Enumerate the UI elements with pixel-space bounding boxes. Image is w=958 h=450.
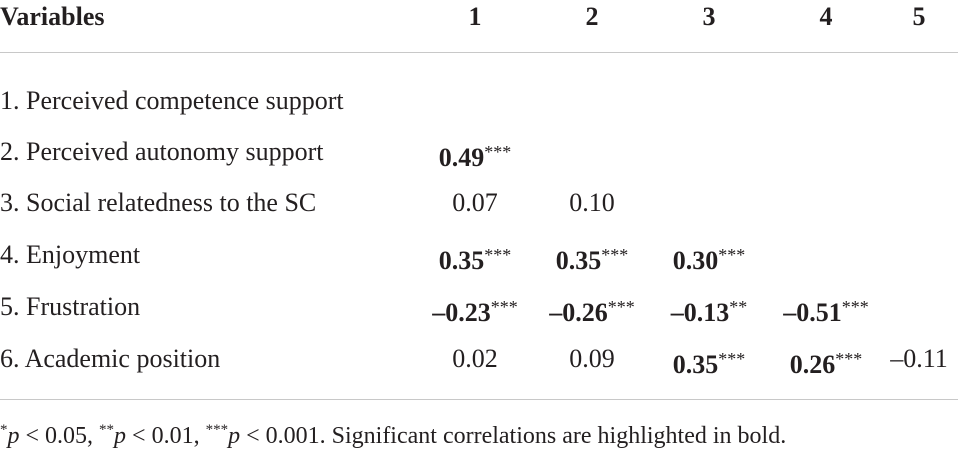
- correlation-value: –0.11: [890, 344, 948, 373]
- correlation-cell: 0.49***: [420, 137, 530, 173]
- correlation-value: –0.13: [670, 298, 730, 327]
- significance-stars: ***: [490, 297, 518, 317]
- row-label: 4. Enjoyment: [0, 240, 141, 269]
- significance-stars: ***: [484, 142, 512, 162]
- correlation-value: 0.35: [438, 246, 485, 275]
- significance-stars: ***: [718, 245, 746, 265]
- correlation-cell: 0.35***: [420, 240, 530, 276]
- header-col-3: 3: [702, 2, 716, 31]
- header-col-2: 2: [585, 2, 599, 31]
- significance-stars: ***: [601, 245, 629, 265]
- correlation-cell: 0.26***: [771, 344, 881, 380]
- significance-stars: ***: [835, 349, 863, 369]
- correlation-value: 0.30: [672, 246, 719, 275]
- correlation-cell: 0.09: [537, 344, 647, 374]
- correlation-cell: –0.13**: [654, 292, 764, 328]
- correlation-cell: 0.10: [537, 188, 647, 218]
- significance-stars: ***: [718, 349, 746, 369]
- significance-stars: ***: [484, 245, 512, 265]
- footer-divider: [0, 399, 958, 400]
- footnote-text-3: < 0.001. Significant correlations are hi…: [240, 423, 787, 449]
- correlation-value: 0.09: [569, 344, 615, 373]
- footnote-text-1: < 0.05,: [19, 423, 100, 449]
- header-col-4: 4: [819, 2, 833, 31]
- significance-stars: ***: [841, 297, 869, 317]
- correlation-value: 0.49: [438, 143, 485, 172]
- correlation-cell: –0.51***: [771, 292, 881, 328]
- footnote-p-1: p: [7, 423, 20, 449]
- correlation-value: 0.07: [452, 188, 498, 217]
- header-variables: Variables: [0, 2, 105, 31]
- correlation-value: 0.35: [555, 246, 602, 275]
- header-divider: [0, 52, 958, 53]
- correlation-cell: –0.26***: [537, 292, 647, 328]
- footnote-p-3: p: [228, 423, 241, 449]
- header-col-1: 1: [468, 2, 482, 31]
- row-label: 2. Perceived autonomy support: [0, 137, 324, 166]
- footnote-text-2: < 0.01,: [126, 423, 206, 449]
- row-label: 6. Academic position: [0, 344, 221, 373]
- correlation-value: –0.23: [432, 298, 491, 327]
- footnote-sig-3: ***: [205, 422, 229, 438]
- correlation-cell: 0.30***: [654, 240, 764, 276]
- correlation-value: –0.26: [549, 298, 608, 327]
- table-footnote: *p < 0.05, **p < 0.01, ***p < 0.001. Sig…: [0, 416, 786, 450]
- correlation-cell: –0.23***: [420, 292, 530, 328]
- row-label: 5. Frustration: [0, 292, 141, 321]
- correlation-cell: 0.35***: [537, 240, 647, 276]
- correlation-value: 0.10: [569, 188, 615, 217]
- correlation-cell: 0.07: [420, 188, 530, 218]
- footnote-p-2: p: [114, 423, 127, 449]
- correlation-value: 0.35: [672, 350, 719, 379]
- correlation-value: 0.26: [789, 350, 836, 379]
- correlation-cell: 0.35***: [654, 344, 764, 380]
- header-col-5: 5: [912, 2, 926, 31]
- footnote-sig-2: **: [99, 422, 115, 438]
- row-label: 3. Social relatedness to the SC: [0, 188, 317, 217]
- correlation-value: –0.51: [783, 298, 842, 327]
- correlation-cell: 0.02: [420, 344, 530, 374]
- significance-stars: ***: [607, 297, 635, 317]
- correlation-value: 0.02: [452, 344, 498, 373]
- row-label: 1. Perceived competence support: [0, 86, 344, 115]
- correlation-cell: –0.11: [880, 344, 958, 374]
- significance-stars: **: [729, 297, 748, 317]
- footnote-sig-1: *: [0, 422, 8, 438]
